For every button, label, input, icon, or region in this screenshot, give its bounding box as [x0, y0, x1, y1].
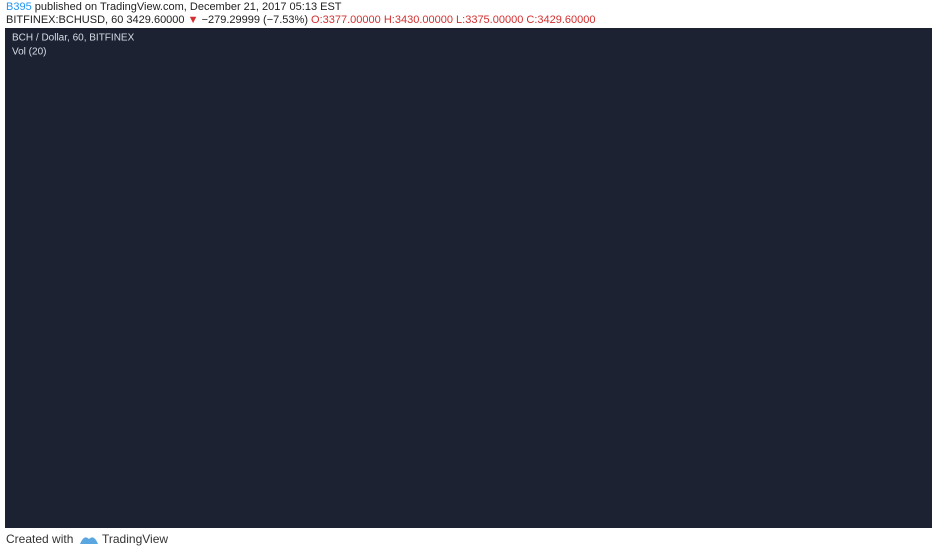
- ohlc-open: O:3377.00000: [311, 14, 381, 26]
- chart-bg: [5, 28, 932, 528]
- legend: BCH / Dollar, 60, BITFINEX: [12, 33, 135, 44]
- last: 3429.60000: [126, 14, 185, 26]
- ohlc-low: L:3375.00000: [456, 14, 524, 26]
- symbol: BITFINEX:BCHUSD, 60: [6, 14, 124, 26]
- chart: BCH / Dollar, 60, BITFINEX Vol (20): [5, 28, 932, 528]
- author[interactable]: B395: [6, 1, 32, 13]
- volume-label: Vol (20): [12, 47, 46, 58]
- created: Created with: [6, 532, 74, 546]
- ohlc-close: C:3429.60000: [526, 14, 596, 26]
- change: −279.29999 (−7.53%): [201, 14, 308, 26]
- published: published on TradingView.com, December 2…: [34, 1, 342, 13]
- arrow: ▼: [187, 14, 199, 26]
- ohlc-high: H:3430.00000: [383, 14, 453, 26]
- logo: [80, 537, 98, 544]
- symbol-line: BITFINEX:BCHUSD, 60 3429.60000 ▼ −279.29…: [6, 14, 596, 26]
- brand[interactable]: TradingView: [102, 532, 169, 546]
- footer: Created with TradingView: [0, 528, 932, 550]
- publish-line: B395 published on TradingView.com, Decem…: [6, 1, 342, 13]
